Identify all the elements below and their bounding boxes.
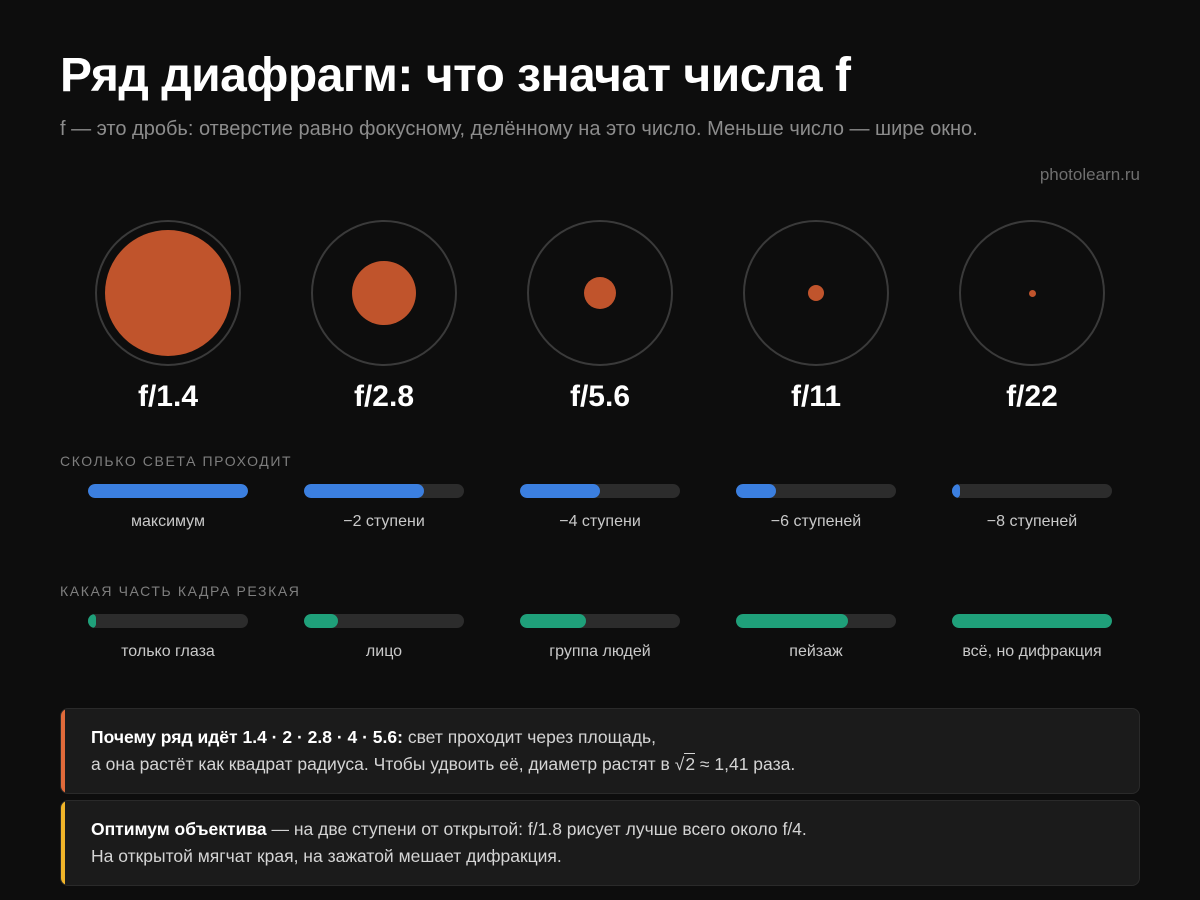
sharpness-bar-fill	[520, 614, 586, 628]
light-bar	[304, 484, 464, 498]
page-subtitle: f — это дробь: отверстие равно фокусному…	[60, 118, 978, 140]
aperture-opening	[808, 285, 824, 301]
light-bar-fill	[520, 484, 600, 498]
sharpness-bar-fill	[952, 614, 1112, 628]
aperture-diagram	[743, 220, 889, 366]
aperture-opening	[352, 261, 416, 325]
source-credit: photolearn.ru	[1039, 165, 1140, 184]
sharpness-bar	[952, 614, 1112, 628]
sharpness-caption: только глаза	[121, 643, 215, 660]
light-caption: −6 ступеней	[770, 513, 862, 530]
light-caption: −4 ступени	[559, 513, 641, 530]
sharpness-bar-fill	[88, 614, 96, 628]
sharpness-bar	[88, 614, 248, 628]
aperture-opening	[584, 277, 616, 309]
aperture-diagram	[95, 220, 241, 366]
note-text: — на две ступени от открытой: f/1.8 рису…	[266, 819, 807, 839]
note-heading: Оптимум объектива	[91, 819, 267, 839]
aperture-diagram	[959, 220, 1105, 366]
sharpness-caption: пейзаж	[789, 643, 843, 660]
sharpness-bar-fill	[736, 614, 848, 628]
f-number-label: f/2.8	[353, 380, 415, 413]
section-heading-sharpness: КАКАЯ ЧАСТЬ КАДРА РЕЗКАЯ	[60, 583, 301, 599]
sharpness-caption: группа людей	[549, 643, 651, 660]
sharpness-bar-fill	[304, 614, 338, 628]
sqrt-symbol: √	[674, 754, 685, 774]
light-bar-fill	[88, 484, 248, 498]
f-number-label: f/5.6	[569, 380, 631, 413]
sharpness-bar	[520, 614, 680, 628]
light-caption: −8 ступеней	[986, 513, 1078, 530]
sharpness-caption: лицо	[365, 643, 403, 660]
light-caption: −2 ступени	[343, 513, 425, 530]
light-bar-fill	[736, 484, 776, 498]
note-lens-optimum: Оптимум объектива — на две ступени от от…	[60, 800, 1140, 886]
light-bar	[952, 484, 1112, 498]
note-text: ≈ 1,41 раза.	[695, 754, 796, 774]
light-bar-fill	[952, 484, 960, 498]
light-bar-fill	[304, 484, 424, 498]
light-bar	[736, 484, 896, 498]
note-text: На открытой мягчат края, на зажатой меша…	[91, 846, 562, 866]
note-stop-series: Почему ряд идёт 1.4 · 2 · 2.8 · 4 · 5.6:…	[60, 708, 1140, 794]
page-title: Ряд диафрагм: что значат числа f	[60, 49, 851, 102]
f-number-label: f/11	[790, 380, 842, 413]
sharpness-bar	[304, 614, 464, 628]
light-caption: максимум	[130, 513, 205, 530]
section-heading-light: СКОЛЬКО СВЕТА ПРОХОДИТ	[60, 453, 293, 469]
note-text: а она растёт как квадрат радиуса. Чтобы …	[91, 754, 675, 774]
aperture-diagram	[311, 220, 457, 366]
sharpness-caption: всё, но дифракция	[962, 643, 1102, 660]
aperture-opening	[1028, 289, 1036, 297]
light-bar	[88, 484, 248, 498]
f-number-label: f/1.4	[137, 380, 199, 413]
note-heading: Почему ряд идёт 1.4 · 2 · 2.8 · 4 · 5.6:	[91, 727, 403, 747]
light-bar	[520, 484, 680, 498]
sqrt-radicand: 2	[684, 753, 696, 774]
note-text: свет проходит через площадь,	[402, 727, 656, 747]
aperture-opening	[105, 230, 231, 356]
aperture-diagram	[527, 220, 673, 366]
f-number-label: f/22	[1006, 380, 1058, 413]
sharpness-bar	[736, 614, 896, 628]
